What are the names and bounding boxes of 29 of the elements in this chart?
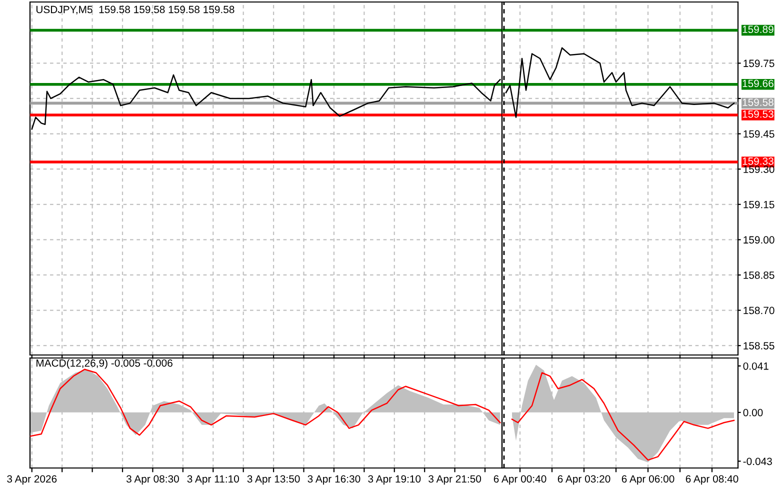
ref-line-label: 159.89 bbox=[742, 26, 774, 34]
ref-line-label: 159.53 bbox=[742, 110, 774, 118]
y-tick-label: 159.75 bbox=[744, 60, 774, 68]
y-tick-label: 159.15 bbox=[744, 200, 774, 208]
x-tick-label: 3 Apr 19:10 bbox=[368, 475, 421, 485]
y-tick-label: 159.00 bbox=[744, 236, 774, 244]
y-tick-label: 159.30 bbox=[744, 166, 774, 173]
x-tick-label: 3 Apr 13:50 bbox=[247, 475, 300, 485]
x-tick-label: 6 Apr 06:00 bbox=[622, 475, 674, 485]
x-tick-label: 6 Apr 03:20 bbox=[558, 475, 610, 485]
y-tick-label: 159.45 bbox=[744, 130, 774, 138]
ref-line-label: 159.33 bbox=[742, 157, 774, 165]
x-tick-label: 3 Apr 16:30 bbox=[308, 475, 360, 485]
chart-title: MACD(12,26,9) -0.005 -0.006 bbox=[36, 359, 172, 369]
y-tick-label: -0.043 bbox=[743, 458, 772, 466]
x-tick-label: 3 Apr 11:10 bbox=[187, 475, 239, 485]
x-tick-label: 6 Apr 00:40 bbox=[494, 475, 546, 485]
y-tick-label: 0.00 bbox=[743, 408, 763, 416]
x-tick-label: 6 Apr 08:40 bbox=[686, 475, 738, 485]
y-tick-label: 158.70 bbox=[744, 306, 774, 314]
x-tick-label: 3 Apr 2026 bbox=[7, 475, 57, 485]
ref-line-label: 159.58 bbox=[742, 98, 774, 106]
y-tick-label: 0.041 bbox=[743, 362, 768, 370]
x-tick-label: 3 Apr 21:50 bbox=[428, 475, 482, 485]
chart-title: USDJPY,M5 159.58 159.58 159.58 159.58 bbox=[36, 6, 234, 14]
ref-line-label: 159.66 bbox=[742, 80, 774, 88]
y-tick-label: 158.55 bbox=[744, 342, 774, 350]
x-tick-label: 3 Apr 08:30 bbox=[126, 475, 179, 485]
y-tick-label: 158.85 bbox=[744, 271, 774, 279]
